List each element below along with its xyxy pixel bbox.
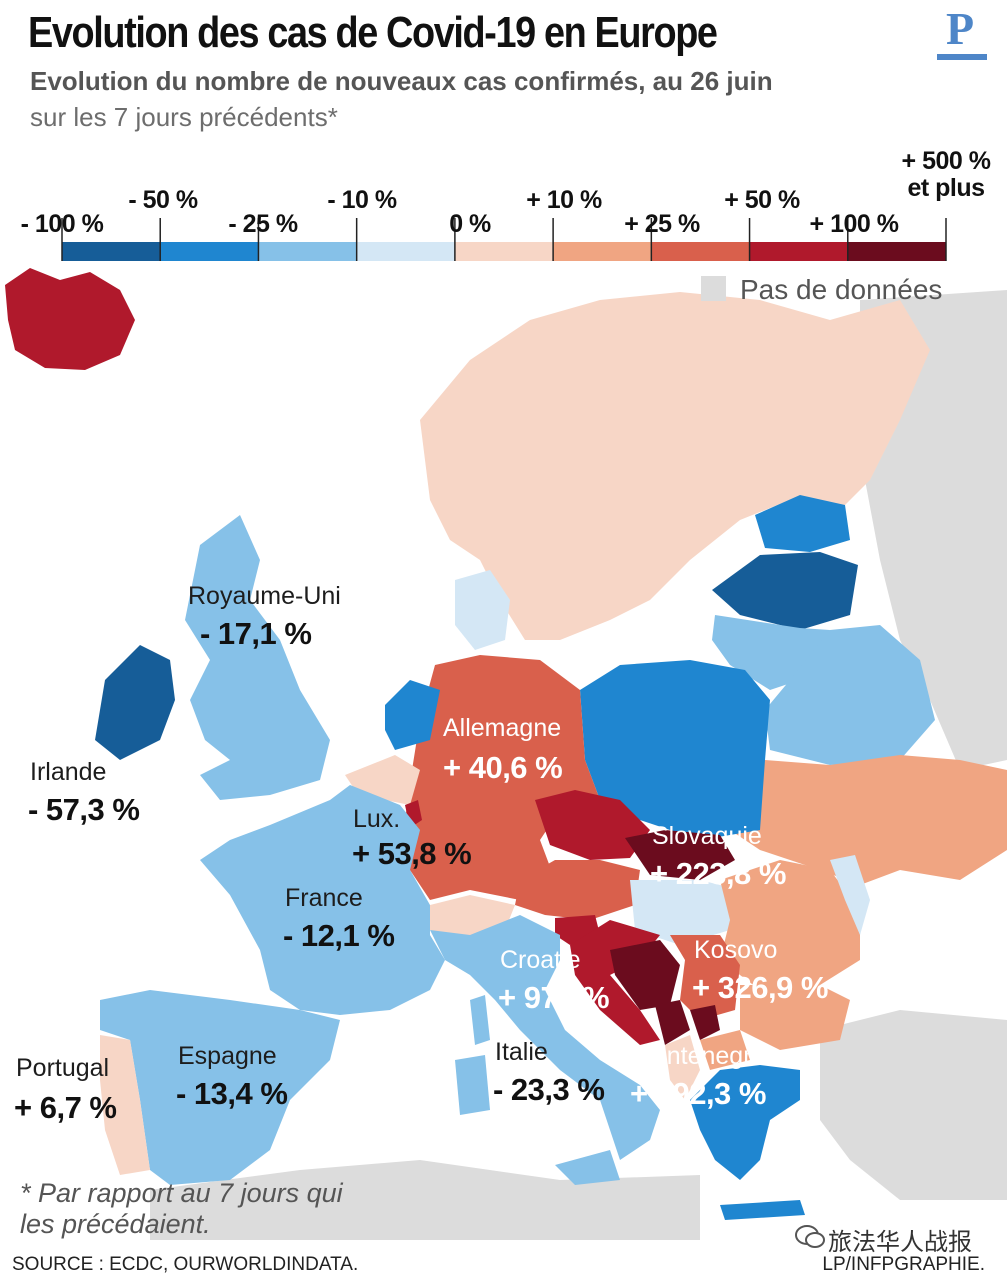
italy-region [430,915,660,1160]
luxembourg-name: Lux. [353,805,401,833]
italy-value: - 23,3 % [493,1072,605,1107]
legend-label-minus25: - 25 % [228,210,298,238]
slovakia-name: Slovaquie [652,822,762,850]
ireland-name: Irlande [30,758,107,786]
uk-value: - 17,1 % [200,616,312,651]
publisher-logo [937,8,987,60]
legend-label-plus50: + 50 % [724,186,800,214]
legend-label-minus50: - 50 % [128,186,198,214]
footnote-line2: les précédaient. [20,1209,211,1239]
legend-swatch-3 [356,242,456,261]
source-text: SOURCE : ECDC, OURWORLDINDATA. [12,1254,359,1275]
page-title: Evolution des cas de Covid-19 en Europe [28,8,718,57]
germany-name: Allemagne [443,714,562,742]
legend-swatch-4 [454,242,554,261]
legend-swatch-6 [651,242,751,261]
montenegro-region [655,1000,690,1045]
netherlands-region [385,680,440,750]
sardinia-region [455,1055,490,1115]
portugal-region [100,1035,150,1175]
legend-label-plus10: + 10 % [526,186,602,214]
legend-label-minus10: - 10 % [327,186,397,214]
kosovo-name: Kosovo [694,936,778,964]
north-africa-nodata-region [150,1160,700,1240]
legend-swatch-5 [553,242,652,261]
hungary-region [630,880,740,945]
france-name: France [285,884,363,912]
spain-name: Espagne [178,1042,277,1070]
slovakia-region [625,830,735,880]
credit-text: LP/INFPGRAPHIE. [822,1254,985,1275]
ukraine-region [730,755,1007,885]
germany-value: + 40,6 % [443,750,563,785]
legend-colorbar [61,218,947,261]
serbia-region [670,935,740,1020]
kosovo-value: + 326,9 % [692,970,828,1005]
legend-label-zero: 0 % [449,210,491,238]
greece-region [690,1065,800,1180]
legend-swatch-7 [749,242,849,261]
macedonia-region [700,1030,750,1070]
footnote: * Par rapport au 7 jours qui les précéda… [20,1178,343,1240]
iceland-region [5,268,135,370]
publisher-logo-letter: P [946,3,975,54]
montenegro-value: + 492,3 % [630,1076,766,1111]
estonia-region [755,495,850,552]
montenegro-name: Montenegro [632,1042,766,1070]
turkey-nodata-region [820,1010,1007,1200]
portugal-name: Portugal [16,1054,110,1082]
austria-region [515,860,640,920]
belarus-region [765,625,935,765]
no-data-label: Pas de données [740,274,943,305]
legend-label-minus100: - 100 % [20,210,104,238]
corsica-region [470,995,490,1045]
latvia-region [712,552,858,630]
ireland-region [95,645,175,760]
uk-region [185,515,330,800]
bosnia-region [610,940,680,1010]
romania-region [720,860,860,990]
albania-region [665,1035,700,1100]
legend-label-plus500-line2: et plus [907,174,985,202]
denmark-region [455,570,510,650]
moldova-region [830,855,870,935]
germany-region [405,655,600,900]
crete-region [720,1200,805,1220]
legend-label-plus100: + 100 % [809,210,899,238]
wechat-icon [795,1225,825,1248]
legend-swatch-0 [62,242,161,261]
uk-name: Royaume-Uni [188,582,341,610]
poland-region [580,660,770,840]
page-subtitle: Evolution du nombre de nouveaux cas conf… [30,66,773,96]
page-subtitle-note: sur les 7 jours précédents* [30,102,338,132]
sicily-region [555,1150,620,1185]
scandinavia-region [420,292,930,640]
legend-swatch-2 [258,242,358,261]
legend-swatch-1 [160,242,259,261]
bulgaria-region [740,985,850,1050]
kosovo-region [690,1005,720,1040]
legend-swatch-8 [847,242,947,261]
no-data-swatch [701,276,726,301]
footnote-line1: * Par rapport au 7 jours qui [20,1178,343,1208]
portugal-value: + 6,7 % [14,1090,117,1125]
croatia-value: + 970 % [498,980,610,1015]
legend-label-plus500-line1: + 500 % [901,147,991,175]
czechia-region [535,790,650,860]
legend-label-plus25: + 25 % [624,210,700,238]
wechat-watermark: 旅法华人战报 [828,1229,972,1256]
slovakia-value: + 223,8 % [650,856,786,891]
france-value: - 12,1 % [283,918,395,953]
legend-label-plus500: + 500 % et plus [902,148,991,202]
ireland-value: - 57,3 % [28,792,140,827]
france-region [200,785,445,1015]
croatia-name: Croatie [500,946,581,974]
italy-name: Italie [495,1038,548,1066]
luxembourg-value: + 53,8 % [352,836,472,871]
spain-value: - 13,4 % [176,1076,288,1111]
spain-region [100,990,340,1185]
